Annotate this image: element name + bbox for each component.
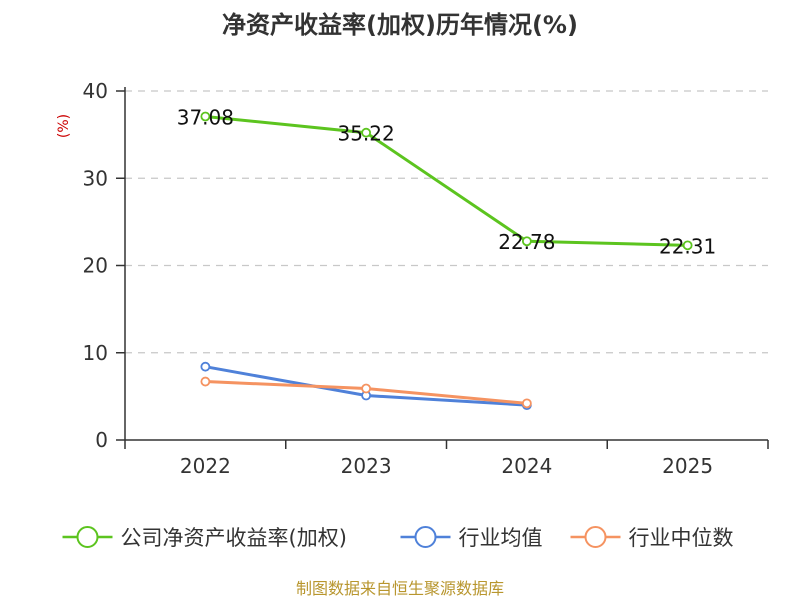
data-point [200,361,211,372]
y-tick-label: 0 [95,428,108,452]
legend-label: 公司净资产收益率(加权) [121,526,347,550]
grid-lines [125,90,768,354]
data-point [200,111,211,122]
chart-title: 净资产收益率(加权)历年情况(%) [222,11,578,39]
y-axis-unit-label: (%) [56,114,72,138]
x-tick-label: 2023 [341,454,392,478]
data-label: 22.78 [498,230,555,254]
data-point [682,240,693,251]
legend-item[interactable]: 行业均值 [400,526,543,550]
legend-marker-icon [76,526,99,548]
data-point [521,236,532,247]
data-point [361,127,372,138]
y-tick-label: 30 [83,166,108,190]
x-tick-label: 2022 [180,454,231,478]
data-labels: 37.08 35.22 22.78 22.31 [177,105,717,258]
legend-item[interactable]: 公司净资产收益率(加权) [62,526,347,550]
series-line [205,114,688,247]
series-lines [200,111,693,411]
data-label: 22.31 [659,234,716,258]
legend-label: 行业均值 [459,526,543,550]
legend-marker-icon [584,526,607,548]
x-tick-label: 2025 [662,454,713,478]
axes: 0 10 20 30 40 2022 2023 2024 2025 [83,79,769,478]
legend-label: 行业中位数 [629,526,734,550]
data-source-note: 制图数据来自恒生聚源数据库 [296,579,504,598]
y-tick-label: 20 [83,254,108,278]
legend-marker-icon [414,526,437,548]
data-point [200,376,211,387]
data-point [361,383,372,394]
data-label: 35.22 [337,122,394,146]
y-tick-label: 10 [83,341,108,365]
y-tick-label: 40 [83,79,108,103]
legend-item[interactable]: 行业中位数 [570,526,734,550]
data-label: 37.08 [177,105,234,129]
legend[interactable]: 公司净资产收益率(加权) 行业均值 行业中位数 [62,526,734,550]
x-tick-label: 2024 [501,454,552,478]
data-point [521,398,532,409]
